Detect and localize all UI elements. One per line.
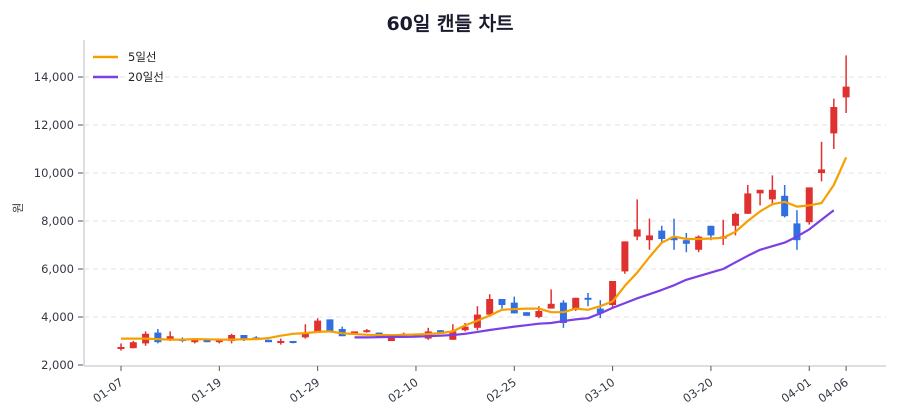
candle	[486, 294, 494, 316]
candle	[559, 300, 567, 328]
candle	[523, 312, 531, 316]
candle	[670, 218, 678, 250]
y-tick-label: 6,000	[41, 262, 74, 276]
candle	[547, 289, 555, 309]
candle	[117, 343, 125, 351]
candle	[719, 219, 727, 245]
candle	[584, 293, 592, 307]
ma20-line	[354, 209, 835, 339]
candle	[830, 98, 838, 149]
y-axis-ticks: 2,000 4,000 6,000 8,000 10,000 12,000 14,000	[34, 70, 83, 372]
candle	[768, 175, 776, 206]
candle	[756, 189, 764, 206]
y-tick-label: 4,000	[41, 310, 74, 324]
candle	[818, 141, 826, 182]
y-tick-label: 10,000	[34, 166, 74, 180]
ma5-line	[121, 156, 848, 341]
gridlines	[84, 76, 886, 318]
x-tick-label: 03-20	[680, 375, 715, 406]
y-tick-label: 2,000	[41, 358, 74, 372]
y-axis-label: 원	[11, 203, 25, 214]
x-tick-label: 01-29	[287, 375, 322, 406]
candle	[596, 300, 604, 319]
moving-average-lines	[121, 156, 848, 341]
candle	[314, 318, 322, 333]
candle	[633, 199, 641, 241]
x-tick-label: 01-19	[189, 375, 224, 406]
candle	[793, 210, 801, 250]
legend-label-ma20: 20일선	[128, 70, 164, 84]
y-tick-label: 8,000	[41, 214, 74, 228]
candle	[301, 324, 309, 339]
candle	[277, 338, 285, 345]
y-tick-label: 12,000	[34, 118, 74, 132]
chart-title: 60일 캔들 차트	[386, 13, 514, 35]
candle	[363, 329, 371, 333]
candle	[609, 281, 617, 308]
candle	[289, 341, 297, 344]
axes	[83, 40, 886, 367]
candle	[744, 185, 752, 214]
candle	[129, 341, 137, 349]
candle	[264, 339, 272, 343]
legend-label-ma5: 5일선	[128, 50, 156, 64]
candle	[154, 329, 162, 344]
candle	[473, 306, 481, 331]
candle	[621, 241, 629, 274]
x-tick-label: 01-07	[90, 375, 125, 406]
x-tick-label: 04-06	[815, 375, 850, 406]
candle	[645, 218, 653, 250]
x-tick-label: 02-10	[385, 375, 420, 406]
y-tick-label: 14,000	[34, 70, 74, 84]
x-tick-label: 03-10	[582, 375, 617, 406]
candle	[682, 233, 690, 253]
x-tick-label: 04-01	[779, 375, 814, 406]
candle	[658, 225, 666, 243]
candle	[338, 326, 346, 337]
x-axis-ticks: 01-07 01-19 01-29 02-10 02-25 03-10 03-20 04-01…	[90, 366, 851, 406]
legend: 5일선 20일선	[93, 50, 164, 84]
candle	[842, 55, 850, 113]
candle	[326, 319, 334, 332]
candle	[510, 296, 518, 314]
candle	[498, 299, 506, 309]
candles	[117, 55, 850, 351]
x-tick-label: 02-25	[484, 375, 519, 406]
